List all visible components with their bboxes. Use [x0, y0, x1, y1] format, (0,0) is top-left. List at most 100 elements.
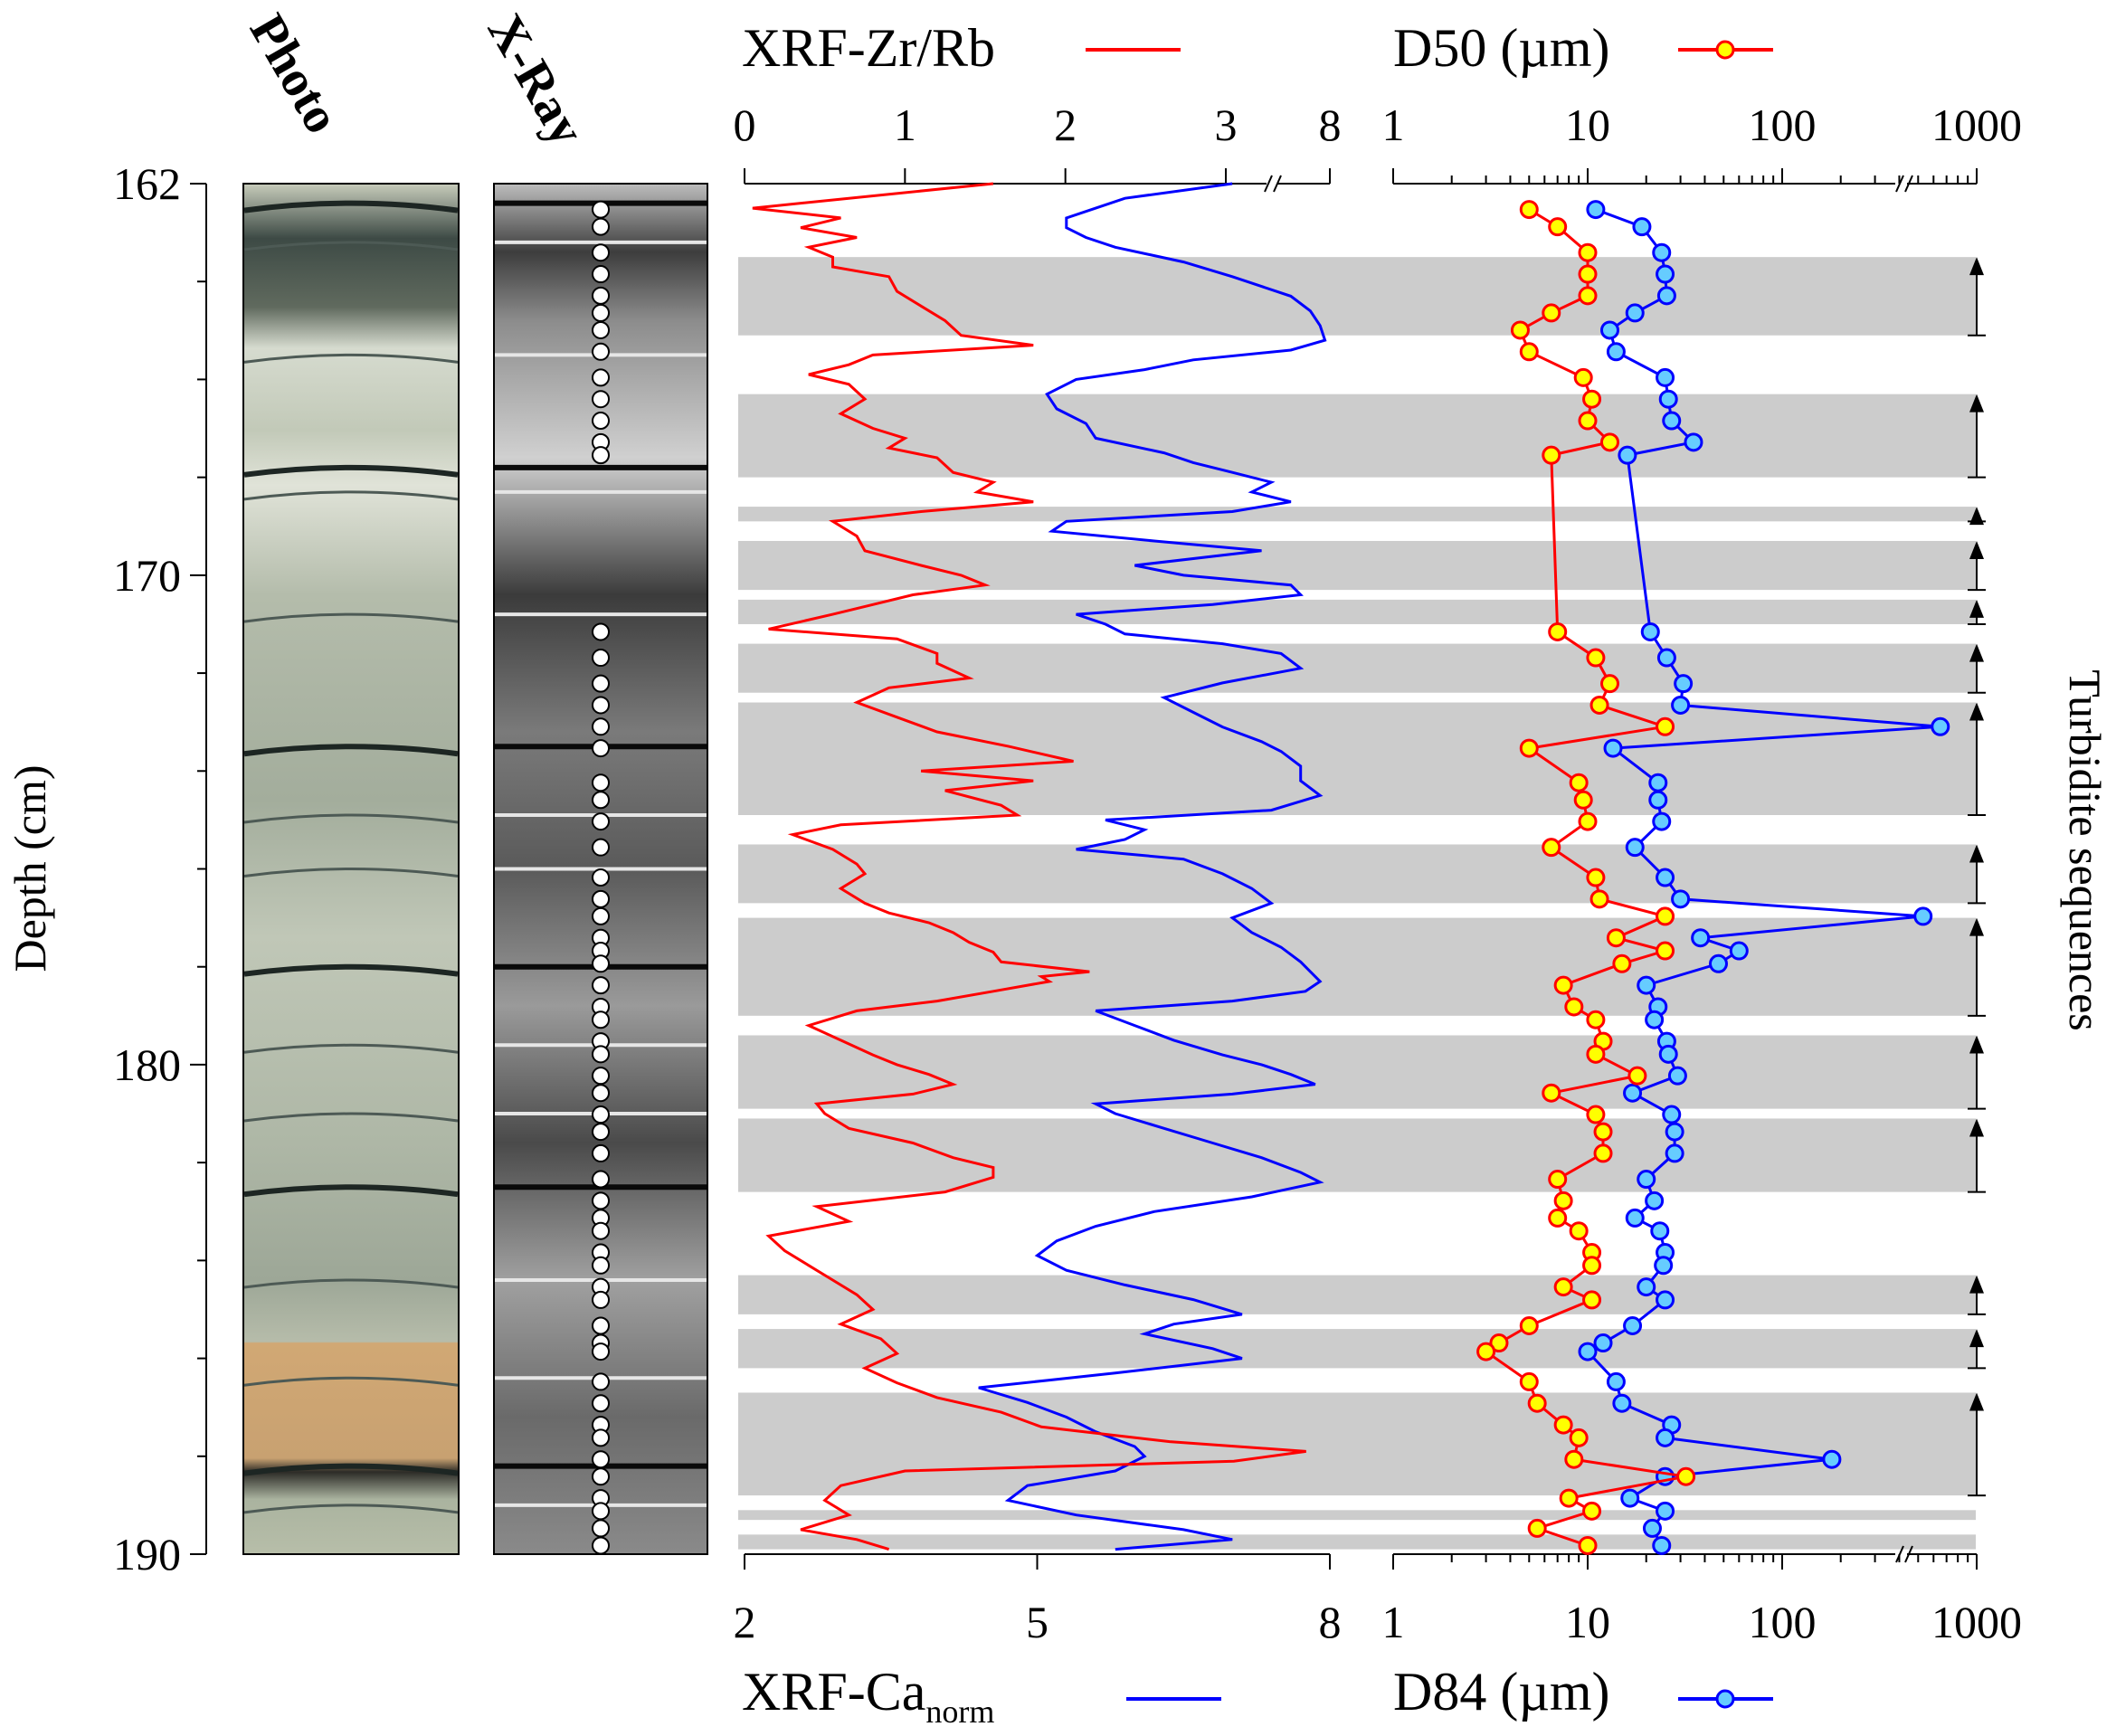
turbidite-band [738, 844, 1976, 904]
photo-lamina [243, 612, 459, 623]
series-d50-point [1582, 1501, 1602, 1521]
series-d84-point [1645, 1191, 1665, 1210]
xray-sample-dot [592, 773, 610, 792]
xray-sample-dot [592, 1191, 610, 1210]
series-d84-point [1665, 1143, 1684, 1163]
series-d84-point [1618, 445, 1637, 465]
turbidite-arrows [1968, 257, 1986, 1497]
series-d50-point [1578, 286, 1598, 306]
series-d50-point [1586, 1105, 1606, 1124]
series-d84-point [1656, 264, 1675, 284]
xray-sample-dot [592, 649, 610, 668]
series-d84-point [1637, 1170, 1656, 1190]
grain-bottom-axis: 1 10 100 1000 [1382, 1545, 2022, 1647]
xray-sample-dot [592, 1428, 610, 1447]
series-d84-point [1620, 1488, 1640, 1508]
legend-d84: D84 (µm) [1393, 1662, 1773, 1722]
series-d50-point [1548, 1170, 1568, 1190]
photo-lamina [243, 813, 459, 824]
series-d84-point [1650, 1221, 1670, 1241]
series-d50-point [1578, 242, 1598, 262]
series-d50-point [1573, 790, 1593, 810]
series-d50-point [1573, 367, 1593, 387]
xray-sample-dot [592, 1536, 610, 1555]
turbidite-arrow-head [1969, 643, 1984, 662]
turbidite-arrow-head [1969, 1329, 1984, 1348]
series-d84-point [1656, 286, 1676, 306]
series-d50-point [1589, 695, 1609, 715]
xray-column: X-Ray [477, 5, 708, 1555]
series-d50-point [1599, 674, 1619, 694]
series-d50-point [1542, 838, 1561, 858]
series-d50-point [1527, 1518, 1547, 1538]
series-d84-point [1625, 1208, 1645, 1228]
xrf-top-axis: 0 1 2 3 8 [734, 100, 1342, 193]
series-d84-point [1667, 1066, 1687, 1086]
xray-sample-dots [592, 200, 610, 1555]
xrf-top-tick-label: 8 [1319, 100, 1342, 150]
legend-zrrb-label: XRF-Zr/Rb [742, 18, 995, 78]
photo-lamina [243, 744, 459, 757]
turbidite-band [738, 702, 1976, 815]
xrf-bottom-tick-label: 5 [1026, 1597, 1049, 1647]
series-d50-point [1553, 1415, 1573, 1435]
series-d84-point [1656, 367, 1675, 387]
grain-tick-label: 1 [1382, 100, 1405, 150]
depth-axis: 162 170 180 190 [113, 158, 207, 1579]
series-d50-point [1510, 320, 1530, 340]
photo-lamina [243, 200, 459, 213]
xray-sample-dot [592, 1316, 610, 1335]
xray-sample-dot [592, 1105, 610, 1124]
xray-sample-dot [592, 368, 610, 387]
xray-sample-dot [592, 1045, 610, 1064]
series-d84-point [1822, 1449, 1842, 1469]
series-d84-point [1931, 716, 1950, 736]
series-d50-point [1656, 716, 1675, 736]
series-d84-point [1625, 303, 1645, 323]
xray-sample-dot [592, 976, 610, 995]
series-d50-point [1578, 264, 1598, 284]
series-d50-point [1476, 1342, 1496, 1361]
grain-top-axis-break-mark-2 [1904, 175, 1913, 193]
xrf-top-tick-label: 0 [734, 100, 756, 150]
series-d84-point [1648, 790, 1668, 810]
grain-top-axis: 1 10 100 1000 [1382, 100, 2022, 193]
photo-lamina [243, 1184, 459, 1198]
photo-lamina [243, 868, 459, 877]
series-d84-point [1709, 953, 1729, 973]
series-d50-point [1578, 411, 1598, 431]
xray-sample-dot [592, 1372, 610, 1391]
series-d50-point [1586, 868, 1606, 887]
series-d50-point [1586, 648, 1606, 668]
xray-sample-dot [592, 1256, 610, 1275]
series-d50-point [1548, 1208, 1568, 1228]
legend-ca: XRF-Canorm [742, 1662, 1221, 1730]
xray-sample-dot [592, 739, 610, 758]
series-d84-point [1612, 1393, 1632, 1413]
xray-sample-dot [592, 1221, 610, 1240]
turbidite-bands [738, 257, 1976, 1550]
grain-bottom-axis-break-mark-2 [1904, 1545, 1913, 1563]
turbidite-arrow-head [1969, 917, 1984, 936]
xray-sample-dot [592, 265, 610, 284]
series-d84-point [1625, 838, 1645, 858]
series-ca-line [978, 182, 1327, 1551]
legend-d50-marker [1715, 40, 1735, 60]
series-d84-point [1691, 928, 1711, 948]
series-d50-point [1559, 1488, 1579, 1508]
turbidite-arrow-head [1969, 1392, 1984, 1411]
xray-sample-dot [592, 1502, 610, 1521]
depth-tick-label: 180 [113, 1039, 181, 1090]
series-d84-point [1656, 1428, 1675, 1447]
xrf-top-axis-break-mark [1264, 175, 1273, 193]
series-d50-point [1519, 738, 1539, 758]
series-d50-point [1586, 1044, 1606, 1064]
turbidite-band [738, 1329, 1976, 1369]
depth-tick-label: 190 [113, 1529, 181, 1579]
xray-sample-dot [592, 622, 610, 641]
series-d84-point [1658, 1044, 1678, 1064]
xray-sample-dot [592, 838, 610, 857]
series-d50-point [1519, 200, 1539, 220]
legend-d50-label: D50 (µm) [1393, 18, 1610, 78]
